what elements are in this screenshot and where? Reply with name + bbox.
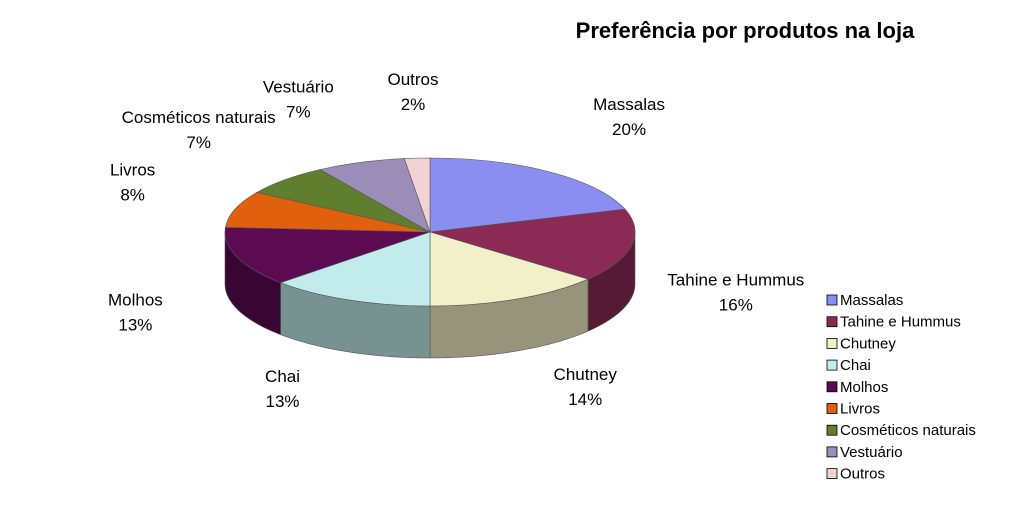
data-label-value: 20% [612, 120, 646, 139]
legend-swatch [826, 446, 838, 458]
pie-slice [429, 157, 626, 233]
data-label-name: Outros [387, 70, 438, 89]
data-label-name: Tahine e Hummus [667, 271, 804, 290]
data-label-name: Molhos [108, 291, 163, 310]
legend-swatch [826, 294, 838, 306]
legend-swatch [826, 359, 838, 371]
data-label-name: Cosméticos naturais [122, 108, 276, 127]
data-label-value: 7% [186, 133, 211, 152]
pie-slice [429, 231, 589, 307]
legend-label: Chutney [840, 335, 896, 352]
legend-swatch [826, 316, 838, 328]
data-label-name: Chai [265, 367, 300, 386]
legend-label: Cosméticos naturais [840, 422, 976, 439]
pie-slice [224, 227, 431, 283]
legend-label: Chai [840, 357, 871, 374]
legend-label: Molhos [840, 379, 888, 396]
pie-sides [224, 231, 636, 359]
data-label-name: Livros [110, 161, 155, 180]
data-label-name: Massalas [593, 95, 665, 114]
legend-label: Livros [840, 400, 880, 417]
data-label-value: 14% [568, 390, 602, 409]
pie-slice [225, 192, 431, 233]
pie-tops [224, 157, 636, 307]
data-label-name: Vestuário [263, 77, 334, 96]
data-label-value: 13% [118, 316, 152, 335]
legend-swatch [826, 403, 838, 414]
chart-title: Preferência por produtos na loja [576, 18, 915, 43]
legend-swatch [826, 337, 838, 349]
legend-label: Outros [840, 466, 885, 483]
pie-slice [403, 157, 431, 233]
legend-label: Tahine e Hummus [840, 314, 961, 331]
legend-swatch [826, 424, 838, 436]
data-label-value: 8% [120, 186, 145, 205]
data-label-value: 13% [266, 392, 300, 411]
pie-slice [279, 231, 431, 307]
data-label-name: Chutney [554, 365, 618, 384]
legend-swatch [826, 381, 838, 393]
legend-swatch [826, 468, 838, 480]
data-label-value: 16% [719, 296, 753, 315]
data-label-value: 2% [401, 95, 426, 114]
legend-label: Massalas [840, 292, 903, 309]
legend: Massalas Tahine e Hummus Chutney Chai Molhos… [826, 292, 976, 483]
data-label-value: 7% [286, 102, 311, 121]
legend-label: Vestuário [840, 444, 903, 461]
pie-slice [429, 208, 636, 280]
